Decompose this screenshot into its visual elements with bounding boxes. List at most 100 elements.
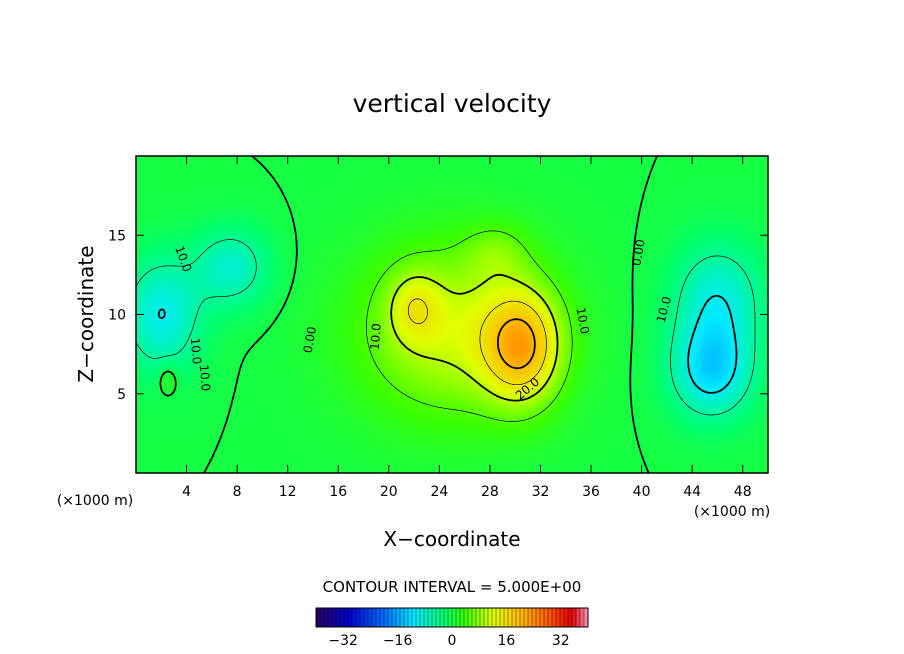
colorbar-segment: [571, 607, 577, 628]
x-tick-label: 20: [380, 484, 398, 500]
x-tick-label: 32: [532, 484, 550, 500]
contour-label: 0.00: [301, 325, 319, 354]
colorbar-segment: [315, 607, 321, 628]
colorbar-segment: [371, 607, 377, 628]
colorbar-segment: [419, 607, 425, 628]
chart-title: vertical velocity: [353, 89, 552, 118]
colorbar-segment: [559, 607, 565, 628]
colorbar-segment: [515, 607, 521, 628]
x-tick-label: 16: [329, 484, 347, 500]
colorbar-segment: [395, 607, 401, 628]
colorbar-segment: [331, 607, 337, 628]
colorbar-segment: [383, 607, 389, 628]
x-axis-ticks: 4 8 12 16 20 24 28 32 36 40 44 48: [182, 156, 752, 500]
colorbar-segment: [563, 607, 569, 628]
colorbar-segment: [447, 607, 453, 628]
colorbar-segment: [407, 607, 413, 628]
y-axis-title: Z−coordinate: [74, 245, 98, 382]
colorbar-segment: [467, 607, 473, 628]
colorbar-segment: [495, 607, 501, 628]
colorbar-segment: [463, 607, 469, 628]
colorbar-segment: [355, 607, 361, 628]
colorbar-segment: [483, 607, 489, 628]
x-tick-label: 28: [481, 484, 499, 500]
x-unit-label-right: (×1000 m): [694, 504, 770, 520]
colorbar-tick-label: 0: [448, 633, 457, 649]
contour-label: 0.00: [629, 238, 647, 267]
colorbar-segment: [499, 607, 505, 628]
x-tick-label: 36: [582, 484, 600, 500]
colorbar-segment: [391, 607, 397, 628]
colorbar-tick-label: −32: [328, 633, 358, 649]
colorbar-tick-labels: −32 −16 0 16 32: [328, 633, 569, 649]
colorbar-segment: [539, 607, 545, 628]
colorbar-segment: [475, 607, 481, 628]
contour-line: [390, 273, 559, 402]
contour-line: [497, 318, 536, 370]
colorbar-segment: [427, 607, 433, 628]
contour-label: 10.0: [654, 295, 674, 324]
x-tick-label: 12: [279, 484, 297, 500]
colorbar-segment: [527, 607, 533, 628]
contour-line: [366, 230, 573, 422]
colorbar-segment: [379, 607, 385, 628]
colorbar-segment: [551, 607, 557, 628]
x-tick-label: 48: [734, 484, 752, 500]
x-tick-label: 8: [233, 484, 242, 500]
colorbar-segment: [423, 607, 429, 628]
colorbar-segment: [367, 607, 373, 628]
x-unit-label-left: (×1000 m): [57, 493, 133, 509]
y-tick-label: 15: [108, 228, 126, 244]
contour-line: [135, 239, 756, 416]
x-tick-label: 40: [633, 484, 651, 500]
contour-interval-label: CONTOUR INTERVAL = 5.000E+00: [323, 578, 582, 596]
colorbar-segment: [531, 607, 537, 628]
x-axis-title: X−coordinate: [383, 527, 520, 551]
colorbar-segment: [431, 607, 437, 628]
colorbar-segment: [487, 607, 493, 628]
colorbar-segment: [471, 607, 477, 628]
colorbar-segment: [575, 607, 581, 628]
colorbar-tick-label: 16: [497, 633, 515, 649]
colorbar-segment: [323, 607, 329, 628]
y-axis-ticks: 5 10 15: [108, 228, 768, 403]
colorbar-segment: [459, 607, 465, 628]
y-tick-label: 10: [108, 308, 126, 324]
x-tick-label: 4: [182, 484, 191, 500]
colorbar-segment: [435, 607, 441, 628]
colorbar-segment: [319, 607, 325, 628]
colorbar-tick-label: −16: [383, 633, 413, 649]
colorbar-segment: [555, 607, 561, 628]
colorbar-segment: [579, 607, 585, 628]
colorbar-segment: [547, 607, 553, 628]
colorbar-segment: [507, 607, 513, 628]
contour-line: [157, 294, 738, 394]
contour-lines: [135, 155, 756, 474]
x-tick-label: 44: [683, 484, 701, 500]
colorbar-segment: [347, 607, 353, 628]
contour-line: [407, 298, 547, 386]
colorbar-segment: [503, 607, 509, 628]
colorbar-segment: [375, 607, 381, 628]
colorbar-segment: [535, 607, 541, 628]
colorbar-frame: [315, 607, 589, 628]
colorbar-segment: [359, 607, 365, 628]
contour-label: 10.0: [368, 323, 384, 351]
y-tick-label: 5: [117, 387, 126, 403]
colorbar-segment: [439, 607, 445, 628]
colorbar-segment: [415, 607, 421, 628]
colorbar-segment: [519, 607, 525, 628]
colorbar-segment: [343, 607, 349, 628]
colorbar-segment: [399, 607, 405, 628]
colorbar-segment: [479, 607, 485, 628]
colorbar-segment: [451, 607, 457, 628]
velocity-field: [136, 156, 768, 473]
colorbar-segment: [363, 607, 369, 628]
colorbar-segment: [335, 607, 341, 628]
contour-label: 10.0: [188, 337, 204, 365]
colorbar-segment: [511, 607, 517, 628]
contour-label: 10.0: [573, 306, 591, 335]
